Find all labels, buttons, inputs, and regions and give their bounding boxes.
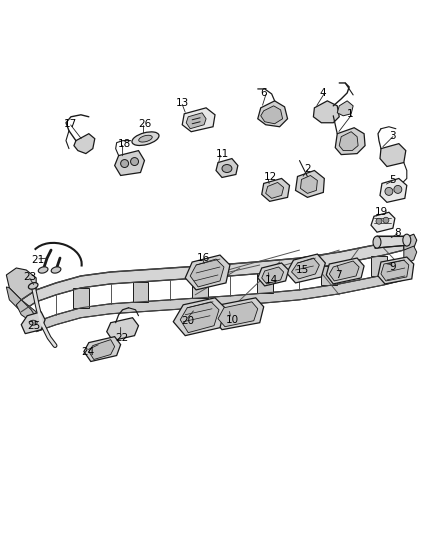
Polygon shape (21, 312, 45, 334)
Text: 1: 1 (347, 109, 354, 119)
Polygon shape (258, 101, 288, 127)
Polygon shape (314, 101, 339, 123)
Polygon shape (115, 151, 145, 175)
Polygon shape (186, 113, 206, 129)
Ellipse shape (139, 135, 152, 142)
Text: 11: 11 (216, 149, 229, 159)
Polygon shape (89, 340, 115, 360)
Text: 9: 9 (389, 262, 396, 272)
Circle shape (376, 218, 382, 224)
Text: 12: 12 (264, 173, 277, 182)
Polygon shape (192, 278, 208, 298)
Text: 26: 26 (138, 119, 152, 129)
Text: 23: 23 (23, 272, 36, 282)
Circle shape (385, 188, 393, 196)
Text: 17: 17 (64, 119, 77, 129)
Polygon shape (7, 268, 36, 300)
Polygon shape (266, 182, 283, 198)
Ellipse shape (403, 234, 411, 246)
Polygon shape (329, 261, 359, 281)
Polygon shape (292, 258, 319, 279)
Ellipse shape (373, 236, 381, 248)
Polygon shape (21, 300, 36, 322)
Ellipse shape (132, 132, 159, 146)
Polygon shape (286, 254, 325, 283)
Text: 3: 3 (389, 131, 396, 141)
Text: 2: 2 (304, 164, 311, 174)
Polygon shape (84, 337, 120, 361)
Polygon shape (16, 300, 36, 322)
Polygon shape (74, 134, 95, 154)
Text: 20: 20 (181, 316, 194, 326)
Polygon shape (257, 273, 273, 293)
Ellipse shape (51, 267, 61, 273)
Polygon shape (321, 265, 337, 285)
Polygon shape (190, 259, 224, 287)
Polygon shape (404, 234, 417, 250)
Text: 22: 22 (116, 333, 129, 343)
Ellipse shape (29, 320, 37, 325)
Polygon shape (182, 108, 215, 132)
Polygon shape (258, 263, 289, 286)
Polygon shape (300, 175, 318, 193)
Text: 21: 21 (31, 255, 44, 265)
Polygon shape (7, 287, 21, 312)
Polygon shape (339, 132, 358, 151)
Polygon shape (326, 258, 364, 284)
Polygon shape (107, 318, 138, 341)
Polygon shape (375, 236, 409, 248)
Polygon shape (36, 270, 404, 332)
Text: 5: 5 (389, 175, 396, 185)
Text: 6: 6 (261, 88, 267, 98)
Circle shape (120, 159, 129, 167)
Text: 18: 18 (118, 139, 131, 149)
Polygon shape (404, 246, 417, 264)
Polygon shape (213, 298, 264, 330)
Text: 15: 15 (296, 265, 309, 275)
Text: 10: 10 (226, 315, 239, 325)
Text: 13: 13 (176, 98, 190, 108)
Polygon shape (337, 101, 353, 116)
Polygon shape (173, 298, 225, 336)
Circle shape (394, 185, 402, 193)
Text: 16: 16 (197, 253, 210, 263)
Polygon shape (378, 257, 414, 284)
Polygon shape (380, 179, 407, 203)
Polygon shape (296, 171, 324, 197)
Polygon shape (371, 256, 387, 276)
Polygon shape (185, 255, 230, 290)
Text: 4: 4 (319, 88, 326, 98)
Text: 24: 24 (81, 346, 94, 357)
Polygon shape (180, 302, 219, 333)
Polygon shape (335, 128, 365, 155)
Polygon shape (133, 282, 148, 302)
Text: 14: 14 (265, 275, 278, 285)
Polygon shape (262, 267, 283, 284)
Text: 25: 25 (27, 321, 40, 330)
Circle shape (383, 217, 389, 223)
Polygon shape (380, 144, 406, 166)
Text: 7: 7 (335, 270, 342, 280)
Polygon shape (73, 288, 89, 308)
Circle shape (131, 158, 138, 166)
Polygon shape (216, 158, 238, 177)
Ellipse shape (38, 267, 48, 273)
Polygon shape (381, 260, 409, 281)
Polygon shape (21, 238, 404, 312)
Ellipse shape (28, 282, 38, 289)
Polygon shape (261, 106, 283, 124)
Text: 8: 8 (394, 228, 400, 238)
Polygon shape (371, 212, 395, 232)
Text: 19: 19 (375, 207, 388, 217)
Polygon shape (218, 302, 258, 327)
Ellipse shape (222, 165, 232, 173)
Polygon shape (262, 179, 290, 201)
